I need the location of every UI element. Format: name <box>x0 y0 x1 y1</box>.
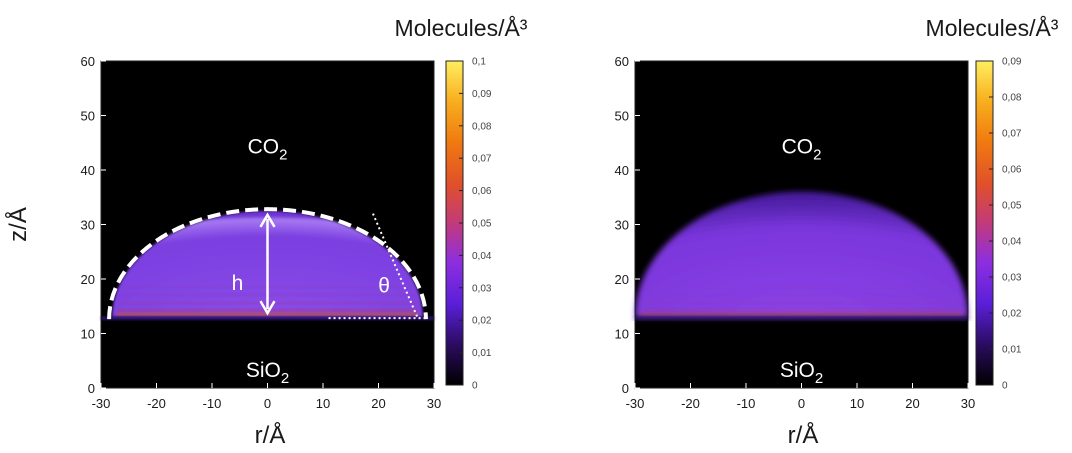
height-arrow-top <box>259 212 276 228</box>
x-tick-label: -20 <box>147 396 166 411</box>
region-label-top-main: CO <box>782 136 814 159</box>
x-tick-label: -20 <box>681 396 700 411</box>
y-tick-label: 40 <box>615 163 629 178</box>
fitted-circle-dashed <box>107 207 428 320</box>
region-label-top-sub: 2 <box>279 147 287 164</box>
y-tick-label: 40 <box>81 163 95 178</box>
density-band <box>641 301 962 305</box>
x-tick-label: 10 <box>850 396 864 411</box>
density-band <box>640 312 963 316</box>
x-tick-label: -30 <box>92 396 111 411</box>
y-tick-label: 30 <box>615 218 629 233</box>
density-band <box>640 308 963 312</box>
density-band <box>117 308 418 312</box>
colorbar-tick-label: 0,1 <box>472 57 486 68</box>
y-tick-label: 20 <box>615 272 629 287</box>
colorbar-tick-label: 0,07 <box>1002 129 1022 140</box>
y-tick-label: 60 <box>81 54 95 69</box>
x-tick-label: 30 <box>961 396 975 411</box>
x-tick-label: -30 <box>626 396 645 411</box>
colorbar-tick-label: 0,02 <box>1002 309 1022 320</box>
y-tick-label: 10 <box>615 327 629 342</box>
colorbar-tick-label: 0,02 <box>472 316 492 327</box>
colorbar-tick-label: 0,03 <box>472 283 492 294</box>
colorbar-tick-label: 0,08 <box>1002 93 1022 104</box>
x-axis-label: r/Å <box>788 421 819 449</box>
region-label-top: CO2 <box>248 136 288 164</box>
y-axis-label: z/Å <box>4 207 32 242</box>
y-tick-label: 50 <box>615 109 629 124</box>
colorbar: 0 0,01 0,02 0,03 0,04 0,05 0,06 0,07 0,08 0,09 Mol… <box>926 14 1059 392</box>
colorbar-tick-label: 0 <box>1002 381 1008 392</box>
angle-label: θ <box>378 275 390 298</box>
x-tick-label: -10 <box>737 396 756 411</box>
height-label: h <box>232 272 244 295</box>
colorbar-tick-label: 0,01 <box>472 348 492 359</box>
density-band <box>642 293 961 297</box>
colorbar-tick-label: 0,04 <box>472 251 492 262</box>
x-tick-label: 30 <box>427 396 441 411</box>
colorbar-tick-label: 0,09 <box>1002 57 1022 68</box>
y-tick-label: 50 <box>81 109 95 124</box>
region-label-bottom: SiO2 <box>780 359 823 387</box>
x-tick-label: 0 <box>798 396 805 411</box>
x-tick-label: -10 <box>203 396 222 411</box>
density-band <box>644 285 959 289</box>
region-label-top: CO2 <box>782 136 822 164</box>
colorbar-tick-label: 0,05 <box>472 219 492 230</box>
colorbar-tick-label: 0 <box>472 381 478 392</box>
x-tick-label: 20 <box>905 396 919 411</box>
y-tick-label: 10 <box>81 327 95 342</box>
colorbar-tick-label: 0,03 <box>1002 273 1022 284</box>
colorbar-tick-label: 0,01 <box>1002 345 1022 356</box>
colorbar-label: Molecules/Å³ <box>926 14 1059 41</box>
colorbar-tick-label: 0,06 <box>1002 165 1022 176</box>
region-label-top-main: CO <box>248 136 280 159</box>
region-label-bottom-main: SiO <box>246 359 281 382</box>
x-tick-label: 10 <box>316 396 330 411</box>
region-label-bottom: SiO2 <box>246 359 289 387</box>
colorbar-tick-label: 0,06 <box>472 186 492 197</box>
colorbar-tick-label: 0,05 <box>1002 201 1022 212</box>
colorbar: 0 0,01 0,02 0,03 0,04 0,05 0,06 0,07 0,08 0,09 0,1… <box>395 14 528 392</box>
region-label-bottom-sub: 2 <box>815 370 823 387</box>
interface-layer <box>635 316 968 321</box>
region-label-top-sub: 2 <box>813 147 821 164</box>
y-tick-label: 30 <box>81 218 95 233</box>
interface-layer <box>101 316 434 321</box>
tangent-line <box>372 213 419 318</box>
x-tick-label: 20 <box>371 396 385 411</box>
region-label-bottom-main: SiO <box>780 359 815 382</box>
y-tick-label: 20 <box>81 272 95 287</box>
y-tick-label: 60 <box>615 54 629 69</box>
droplet-density <box>635 191 968 321</box>
region-label-bottom-sub: 2 <box>281 370 289 387</box>
height-arrow-bottom <box>259 300 276 316</box>
y-tick-label: 0 <box>88 381 95 396</box>
x-tick-label: 0 <box>264 396 271 411</box>
colorbar-tick-label: 0,09 <box>472 89 492 100</box>
colorbar-label: Molecules/Å³ <box>395 14 528 41</box>
y-tick-label: 0 <box>622 381 629 396</box>
colorbar-tick-label: 0,07 <box>472 154 492 165</box>
colorbar-tick-label: 0,04 <box>1002 237 1022 248</box>
colorbar-scale <box>975 60 994 386</box>
colorbar-tick-label: 0,08 <box>472 121 492 132</box>
x-axis-label: r/Å <box>255 421 286 449</box>
